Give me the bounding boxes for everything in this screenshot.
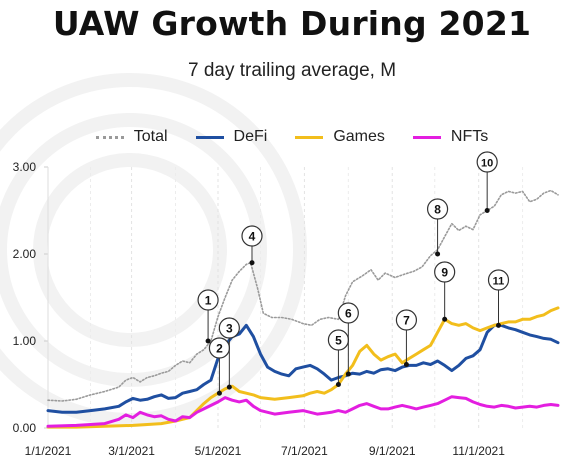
legend-swatch-nfts [412, 135, 441, 139]
annotation-label: 6 [345, 307, 352, 321]
x-tick-label: 5/1/2021 [195, 444, 242, 458]
annotation-label: 4 [249, 230, 256, 244]
legend-item-total: Total [95, 128, 168, 146]
annotation-badge [197, 289, 219, 311]
legend-swatch-total [95, 135, 124, 139]
annotation-10: 10 [476, 151, 498, 213]
annotation-badge [426, 198, 449, 220]
annotation-dot [484, 208, 490, 213]
annotation-2: 2 [208, 337, 231, 396]
annotation-dot [335, 382, 341, 387]
annotation-badge [337, 302, 359, 324]
annotation-label: 3 [226, 322, 233, 336]
annotation-dot [249, 260, 255, 266]
annotation-label: 5 [335, 334, 342, 348]
y-tick-label: 0.00 [13, 421, 37, 435]
annotation-badge [487, 269, 510, 291]
legend-label-total: Total [133, 128, 168, 145]
annotation-label: 11 [493, 276, 505, 288]
annotation-label: 1 [205, 294, 212, 308]
annotation-11: 11 [487, 269, 510, 328]
annotation-3: 3 [218, 317, 240, 390]
legend-label-games: Games [333, 128, 385, 145]
annotation-badge [395, 309, 418, 331]
y-tick-label: 3.00 [13, 160, 37, 174]
series-line-games [46, 306, 560, 429]
annotation-badge [434, 261, 456, 283]
annotation-6: 6 [337, 302, 359, 377]
annotation-dot [435, 251, 441, 257]
series-line-defi [46, 323, 560, 414]
annotation-badge [241, 225, 263, 247]
legend-label-defi: DeFi [233, 128, 268, 145]
x-tick-label: 3/1/2021 [108, 444, 155, 458]
annotation-label: 2 [216, 342, 223, 356]
annotation-1: 1 [197, 289, 219, 344]
annotation-7: 7 [395, 309, 418, 367]
x-tick-label: 1/1/2021 [25, 444, 72, 458]
chart-legend: Total DeFi Games NFTs [0, 128, 584, 146]
chart-title: UAW Growth During 2021 [52, 4, 532, 43]
x-tick-label: 11/1/2021 [452, 444, 505, 458]
y-tick-label: 2.00 [13, 247, 37, 261]
annotation-dot [226, 384, 232, 390]
annotation-dot [442, 316, 448, 322]
legend-item-defi: DeFi [195, 128, 268, 146]
y-tick-label: 1.00 [13, 334, 37, 348]
x-tick-label: 9/1/2021 [369, 444, 416, 458]
annotation-label: 7 [403, 314, 410, 328]
annotation-dot [403, 361, 409, 367]
annotation-5: 5 [327, 329, 350, 387]
legend-item-games: Games [295, 128, 385, 146]
annotation-8: 8 [426, 198, 449, 257]
series-line-total [47, 189, 559, 402]
legend-label-nfts: NFTs [450, 128, 489, 145]
legend-item-nfts: NFTs [412, 128, 489, 146]
annotation-dot [216, 390, 222, 396]
annotation-dot [496, 322, 501, 328]
annotation-4: 4 [241, 225, 263, 266]
chart-subtitle: 7 day trailing average, M [187, 60, 397, 81]
annotation-label: 9 [441, 266, 448, 280]
annotation-dot [205, 338, 211, 344]
x-tick-label: 7/1/2021 [281, 444, 328, 458]
annotation-label: 8 [434, 203, 441, 217]
annotation-badge [476, 151, 498, 173]
annotation-9: 9 [434, 261, 456, 322]
annotation-label: 10 [481, 158, 493, 170]
series-line-nfts [46, 395, 560, 428]
annotation-badge [218, 317, 240, 339]
annotation-dot [345, 371, 351, 377]
legend-swatch-defi [195, 135, 224, 139]
legend-swatch-games [295, 135, 324, 139]
